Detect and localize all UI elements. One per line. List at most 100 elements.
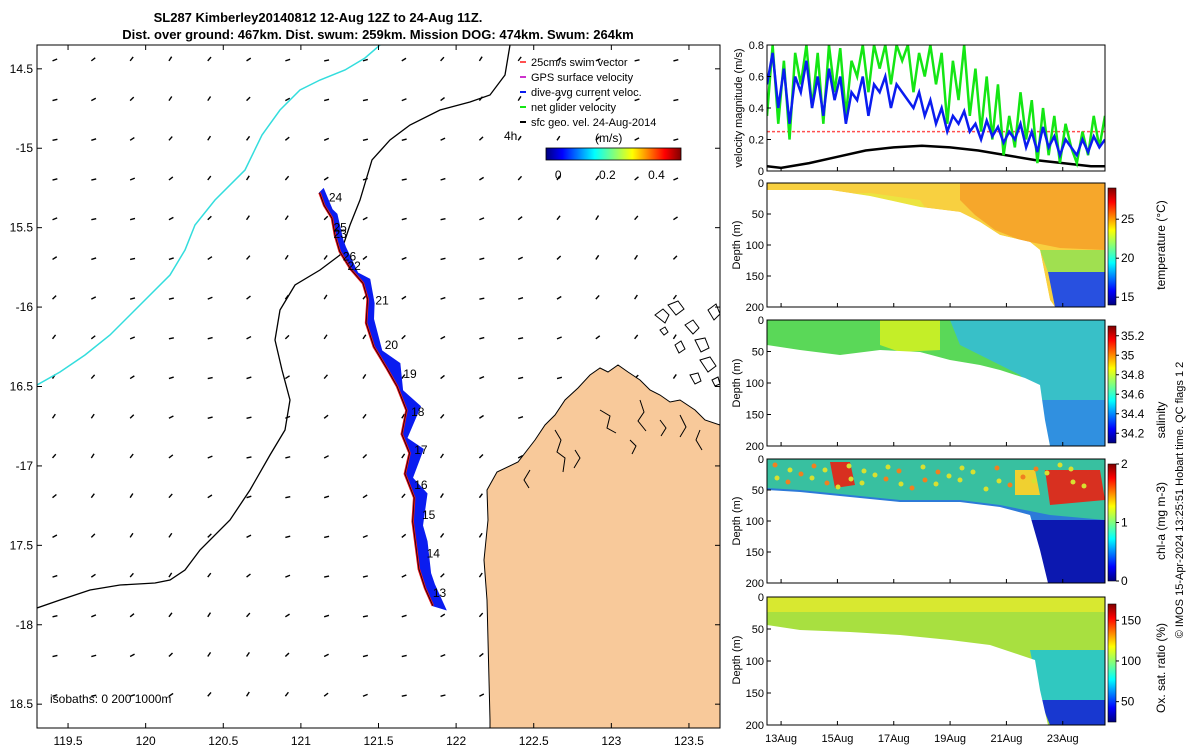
current-arrow [207, 416, 213, 419]
current-arrow [129, 56, 134, 62]
chla-sample-dot [970, 469, 976, 475]
chla-sample-dot [1033, 466, 1039, 472]
current-arrow [440, 137, 446, 141]
current-arrow [362, 216, 368, 221]
current-arrow [478, 453, 484, 459]
depth-tick-label: 50 [752, 485, 764, 497]
current-arrow [168, 454, 174, 459]
depth-tick-label: 0 [758, 454, 764, 466]
temperature-warm-layer [960, 183, 1105, 250]
chla-sample-dot [798, 471, 804, 477]
current-arrow [284, 215, 289, 221]
current-arrow [362, 413, 367, 419]
current-arrow [129, 414, 135, 419]
legend-current: dive-avg current veloc. [531, 87, 642, 99]
chla-sample-dot [1068, 466, 1074, 472]
current-arrow [323, 374, 328, 380]
map-ytick-label: -18 [16, 618, 34, 632]
day-label: 15 [422, 508, 436, 522]
day-label: 19 [403, 367, 417, 381]
current-arrow [246, 534, 252, 539]
current-arrow [51, 453, 57, 459]
current-arrow [52, 574, 58, 578]
current-arrow [401, 574, 407, 578]
current-arrow [323, 137, 330, 141]
day-label: 18 [411, 405, 425, 419]
current-arrow [362, 255, 368, 260]
colorbar-tick-label: 35.2 [1121, 329, 1145, 343]
current-arrow [634, 59, 640, 62]
current-arrow [284, 613, 290, 618]
chla-sample-dot [1070, 479, 1076, 485]
current-arrow [401, 334, 406, 340]
map-ytick-label: 16.5 [10, 380, 34, 394]
map-colorbar-ticks: 0 0.2 0.4 [555, 168, 665, 182]
current-arrow [129, 297, 136, 300]
current-arrow [672, 334, 677, 340]
salinity-ylabel: Depth (m) [731, 359, 743, 408]
current-arrow [285, 496, 291, 499]
current-arrow [52, 534, 58, 539]
current-arrow [478, 56, 483, 62]
current-arrow [246, 376, 252, 380]
current-arrow [285, 456, 291, 459]
current-arrow [479, 257, 485, 261]
chla-sample-dot [896, 468, 902, 474]
current-arrow [129, 532, 134, 538]
current-arrow [168, 337, 174, 340]
current-arrow [362, 654, 368, 658]
chla-bloom-2 [1045, 470, 1105, 505]
day-label: 16 [414, 478, 428, 492]
day-label: 22 [347, 259, 361, 273]
current-arrow [323, 614, 330, 618]
date-tick-label: 17Aug [878, 733, 910, 745]
current-arrow [90, 573, 96, 578]
current-arrow [207, 455, 213, 459]
current-arrow [362, 693, 368, 697]
depth-tick-label: 150 [746, 547, 764, 559]
map-xtick-label: 123.5 [674, 734, 704, 748]
current-arrow [168, 297, 174, 300]
map-xtick-label: 122.5 [519, 734, 549, 748]
colorbar-tick-label: 2 [1121, 457, 1128, 471]
current-arrow [401, 138, 407, 141]
chla-sample-dot [1007, 482, 1013, 488]
oxygen-axis: 0 50 100 150 200 50 100 150 13Aug 15Aug 17Aug 19Aug… [746, 592, 1142, 745]
date-tick-label: 23Aug [1047, 733, 1079, 745]
current-arrow [634, 254, 638, 260]
current-arrow [401, 178, 407, 181]
depth-tick-label: 50 [752, 209, 764, 221]
current-arrow [440, 653, 446, 658]
chla-sample-dot [959, 465, 965, 471]
current-arrow [556, 295, 562, 300]
colorbar-tick-label: 0 [1121, 574, 1128, 588]
date-tick-label: 15Aug [822, 733, 854, 745]
depth-tick-label: 200 [746, 720, 764, 732]
current-arrow [517, 96, 522, 101]
colorbar-tick-label: 150 [1121, 613, 1141, 627]
current-arrow [323, 495, 330, 499]
current-arrow [129, 694, 136, 697]
current-arrow [323, 255, 328, 260]
chla-sample-dot [920, 464, 926, 470]
colorbar-tick-label: 0.4 [648, 168, 665, 182]
current-arrow [323, 334, 328, 340]
colorbar-tick-label: 0.2 [599, 168, 616, 182]
series-sfc-geo-vel- [767, 144, 1105, 170]
series-net-glider-velocity [767, 45, 1105, 168]
depth-tick-label: 0 [758, 178, 764, 190]
current-arrow [440, 296, 446, 300]
map-axes: 119.5 120 120.5 121 121.5 122 122.5 123 123.5 14.… [10, 45, 720, 748]
date-tick-label: 19Aug [934, 733, 966, 745]
current-arrow [245, 652, 250, 657]
colorbar-tick-label: 34.2 [1121, 426, 1145, 440]
salinity-bottom-mask [767, 345, 1050, 446]
current-arrow [634, 215, 639, 221]
velocity-ytick-label: 0.6 [749, 72, 764, 84]
chla-bloom-1 [830, 462, 855, 488]
current-arrow [129, 137, 135, 141]
current-arrow [52, 654, 58, 658]
chla-sample-dot [859, 480, 865, 486]
current-arrow [324, 59, 330, 62]
